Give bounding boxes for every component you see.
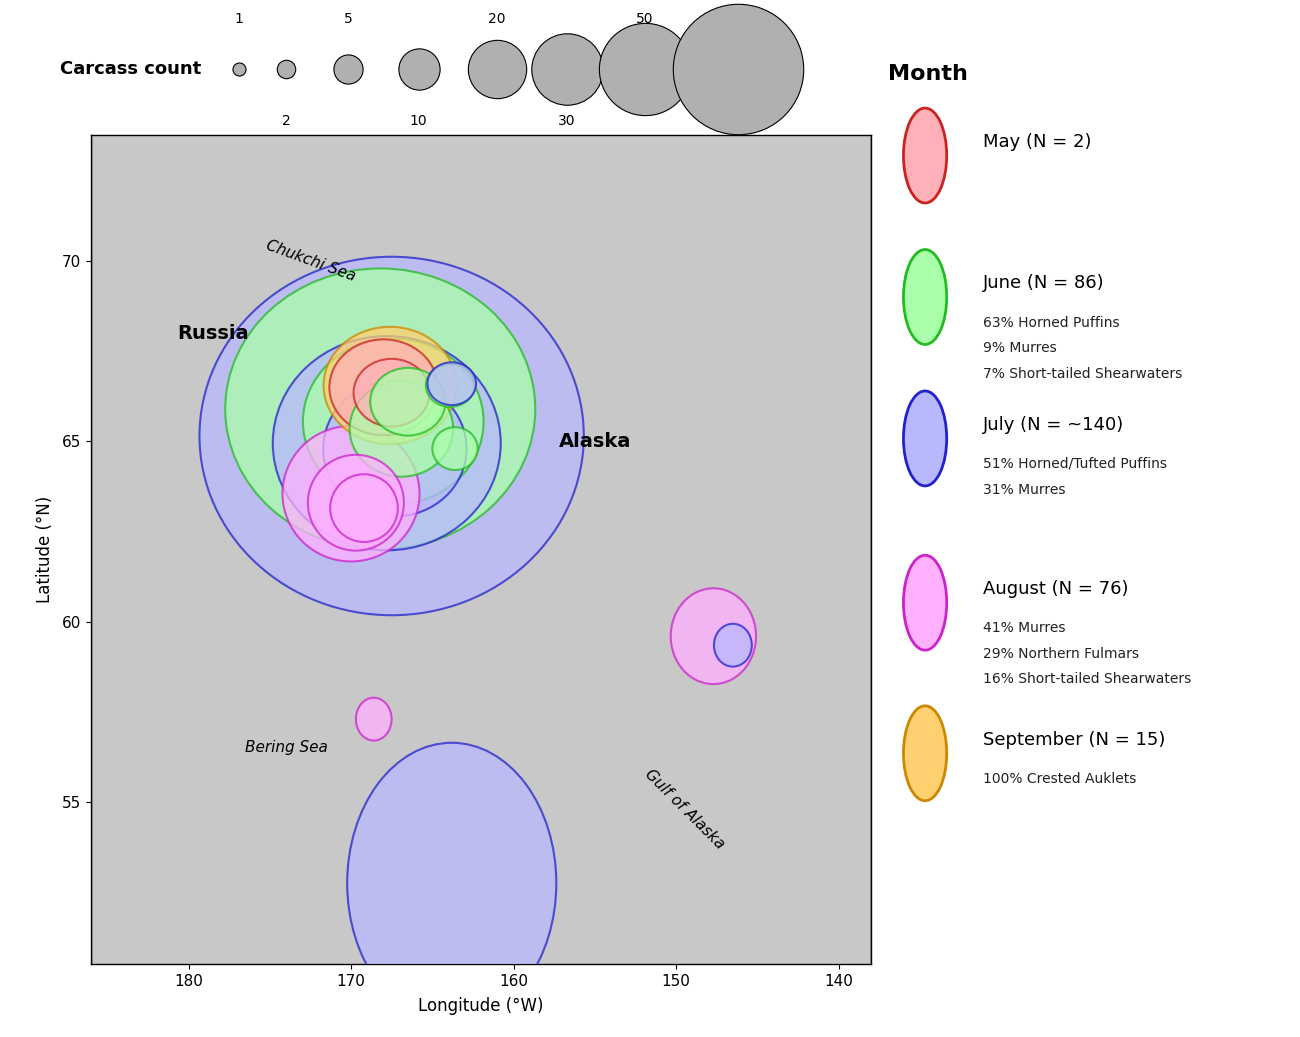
Text: May (N = 2): May (N = 2) [983,133,1092,150]
Circle shape [903,555,946,650]
Point [556,61,577,78]
Ellipse shape [225,269,536,550]
Text: 100: 100 [725,114,751,129]
Ellipse shape [303,339,484,505]
Ellipse shape [199,257,584,615]
Ellipse shape [282,426,420,561]
Text: 63% Horned Puffins: 63% Horned Puffins [983,315,1119,330]
Text: 10: 10 [410,114,428,129]
Ellipse shape [714,624,751,667]
Circle shape [903,250,946,344]
Text: 20: 20 [488,11,506,26]
Ellipse shape [347,742,556,1024]
Circle shape [903,108,946,203]
Text: Carcass count: Carcass count [60,60,202,79]
Point [486,61,507,78]
Text: July (N = ~140): July (N = ~140) [983,416,1124,433]
Ellipse shape [370,368,446,436]
Text: September (N = 15): September (N = 15) [983,731,1166,749]
Ellipse shape [350,381,454,477]
Text: 16% Short-tailed Shearwaters: 16% Short-tailed Shearwaters [983,672,1192,686]
Text: 9% Murres: 9% Murres [983,341,1057,355]
Text: Bering Sea: Bering Sea [244,740,328,756]
Text: 29% Northern Fulmars: 29% Northern Fulmars [983,647,1139,661]
Ellipse shape [273,336,500,551]
Text: 100% Crested Auklets: 100% Crested Auklets [983,772,1136,786]
Ellipse shape [308,455,404,551]
Text: Alaska: Alaska [559,431,630,451]
Ellipse shape [428,362,476,405]
Ellipse shape [356,698,391,740]
Text: 31% Murres: 31% Murres [983,482,1066,497]
Point [276,61,296,78]
Ellipse shape [354,359,430,426]
Circle shape [903,706,946,801]
Text: June (N = 86): June (N = 86) [983,275,1105,292]
Ellipse shape [324,381,467,516]
Text: 5: 5 [344,11,352,26]
Point [229,61,250,78]
Ellipse shape [330,474,398,542]
Ellipse shape [324,327,456,444]
Ellipse shape [329,339,438,436]
Ellipse shape [433,427,477,470]
Text: Month: Month [888,64,967,84]
Text: August (N = 76): August (N = 76) [983,580,1128,598]
Text: 30: 30 [558,114,576,129]
Text: 1: 1 [235,11,243,26]
Y-axis label: Latitude (°N): Latitude (°N) [35,496,53,604]
Point [634,61,655,78]
Text: 2: 2 [282,114,290,129]
Text: 7% Short-tailed Shearwaters: 7% Short-tailed Shearwaters [983,367,1183,381]
Ellipse shape [671,588,757,684]
Point [408,61,429,78]
Ellipse shape [426,364,474,407]
Text: 51% Horned/Tufted Puffins: 51% Horned/Tufted Puffins [983,457,1167,471]
Text: 41% Murres: 41% Murres [983,621,1066,636]
Point [338,61,359,78]
Text: Russia: Russia [177,324,248,342]
Point [728,61,749,78]
Text: Gulf of Alaska: Gulf of Alaska [641,766,727,852]
Circle shape [903,391,946,486]
Text: Chukchi Sea: Chukchi Sea [264,237,358,284]
X-axis label: Longitude (°W): Longitude (°W) [419,998,543,1015]
Text: 50: 50 [636,11,654,26]
